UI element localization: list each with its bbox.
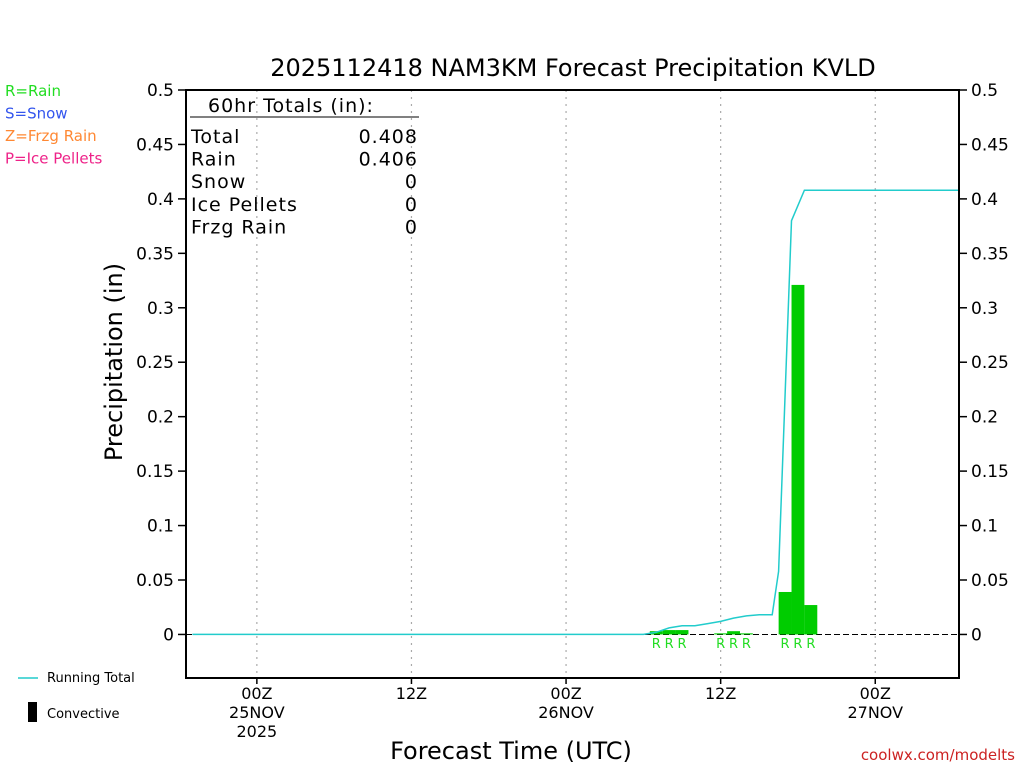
y-tick-label-left: 0.1 xyxy=(147,517,174,537)
y-axis-left: 0 0.05 0.1 0.15 0.2 0.25 0.3 0.35 0.4 0.45 0.5 xyxy=(136,81,186,645)
running-total-legend-label: Running Total xyxy=(47,671,135,686)
totals-row-value: 0 xyxy=(405,194,418,216)
totals-row-value: 0.406 xyxy=(359,149,418,171)
precip-type-letter: R xyxy=(716,637,725,652)
y-axis-label: Precipitation (in) xyxy=(100,263,128,461)
convective-legend-label: Convective xyxy=(47,707,120,722)
totals-row-value: 0 xyxy=(405,216,418,238)
y-tick-label-right: 0.15 xyxy=(971,462,1009,482)
credit-text: coolwx.com/modelts xyxy=(861,746,1015,764)
y-tick-label-left: 0.2 xyxy=(147,408,174,428)
y-tick-label-left: 0 xyxy=(163,625,174,645)
precip-type-letter: R xyxy=(793,637,802,652)
precip-type-letter: R xyxy=(781,637,790,652)
totals-row-value: 0.408 xyxy=(359,126,418,148)
y-tick-label-left: 0.3 xyxy=(147,299,174,319)
x-tick-label: 27NOV xyxy=(847,703,903,722)
convective-legend-swatch xyxy=(28,702,37,722)
precip-type-letter: R xyxy=(806,637,815,652)
x-tick-label: 2025 xyxy=(236,722,277,741)
y-tick-label-right: 0.05 xyxy=(971,571,1009,591)
totals-heading: 60hr Totals (in): xyxy=(208,95,374,117)
precip-type-letter: R xyxy=(677,637,686,652)
running-total-layer xyxy=(192,189,959,636)
x-axis-label: Forecast Time (UTC) xyxy=(390,737,632,765)
y-tick-label-left: 0.45 xyxy=(136,135,174,155)
totals-row-label: Frzg Rain xyxy=(191,216,287,238)
y-axis-right: 0 0.05 0.1 0.15 0.2 0.25 0.3 0.35 0.4 0.45 0.5 xyxy=(959,81,1009,645)
x-tick-label: 00Z xyxy=(241,684,272,703)
x-tick-label: 00Z xyxy=(860,684,891,703)
y-tick-label-right: 0.4 xyxy=(971,190,998,210)
totals-row-value: 0 xyxy=(405,171,418,193)
precip-bar xyxy=(662,630,676,635)
precip-type-letter: R xyxy=(742,637,751,652)
y-tick-label-left: 0.05 xyxy=(136,571,174,591)
y-tick-label-left: 0.4 xyxy=(147,190,174,210)
precip-type-legend-item: S=Snow xyxy=(5,105,68,123)
running-total-line xyxy=(192,189,959,636)
plot-frame xyxy=(185,89,960,679)
x-tick-label: 00Z xyxy=(550,684,581,703)
precip-bar xyxy=(714,633,728,635)
x-tick-label: 12Z xyxy=(396,684,427,703)
y-tick-label-left: 0.5 xyxy=(147,81,174,101)
totals-row-label: Snow xyxy=(191,171,246,193)
y-tick-label-right: 0.3 xyxy=(971,299,998,319)
precip-type-legend: R=Rain S=Snow Z=Frzg Rain P=Ice Pellets xyxy=(5,82,102,168)
y-tick-label-right: 0 xyxy=(971,625,982,645)
y-tick-label-right: 0.2 xyxy=(971,408,998,428)
x-tick-label: 26NOV xyxy=(538,703,594,722)
precip-type-legend-item: Z=Frzg Rain xyxy=(5,127,97,145)
y-tick-label-right: 0.35 xyxy=(971,244,1009,264)
y-tick-label-right: 0.25 xyxy=(971,353,1009,373)
bars-layer xyxy=(649,284,818,635)
precip-type-legend-item: P=Ice Pellets xyxy=(5,150,102,168)
precip-type-legend-item: R=Rain xyxy=(5,82,61,100)
chart-title: 2025112418 NAM3KM Forecast Precipitation… xyxy=(270,54,876,82)
precip-type-letter: R xyxy=(652,637,661,652)
y-tick-label-right: 0.5 xyxy=(971,81,998,101)
precip-bar xyxy=(778,591,792,635)
precip-type-letter: R xyxy=(665,637,674,652)
x-tick-label: 12Z xyxy=(705,684,736,703)
totals-row-label: Total xyxy=(190,126,240,148)
precip-type-letter: R xyxy=(729,637,738,652)
y-tick-label-right: 0.45 xyxy=(971,135,1009,155)
totals-box: 60hr Totals (in): Total 0.408 Rain 0.406 Snow… xyxy=(190,95,419,238)
precip-bar xyxy=(739,633,753,635)
grid-lines xyxy=(186,90,959,678)
y-tick-label-right: 0.1 xyxy=(971,517,998,537)
precip-bar xyxy=(791,284,805,635)
y-tick-label-left: 0.35 xyxy=(136,244,174,264)
precip-bar xyxy=(804,605,818,635)
precip-bar xyxy=(675,630,689,635)
precip-bar xyxy=(727,631,740,635)
totals-row-label: Ice Pellets xyxy=(191,194,298,216)
running-total-legend: Running Total xyxy=(18,671,135,686)
convective-legend: Convective xyxy=(28,702,120,722)
totals-row-label: Rain xyxy=(191,149,237,171)
y-tick-label-left: 0.25 xyxy=(136,353,174,373)
x-tick-label: 25NOV xyxy=(229,703,285,722)
y-tick-label-left: 0.15 xyxy=(136,462,174,482)
